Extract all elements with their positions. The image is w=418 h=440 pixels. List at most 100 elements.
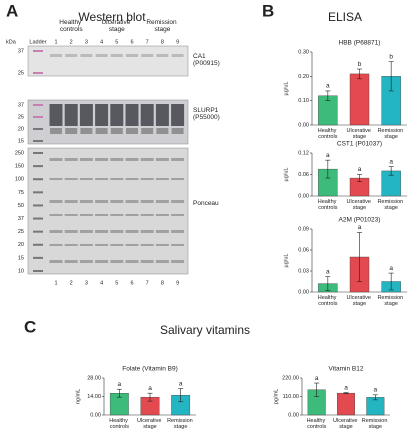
band — [50, 128, 62, 134]
lane-number: 2 — [70, 39, 73, 45]
x-tick-label: Healthy controls — [318, 128, 338, 140]
chart-title: A2M (P01023) — [339, 217, 381, 224]
band — [64, 104, 78, 126]
ladder-band — [33, 165, 43, 168]
band — [64, 200, 78, 203]
band — [126, 54, 138, 57]
blot-image — [27, 147, 189, 275]
ladder-band — [33, 116, 43, 118]
significance-letter: a — [118, 381, 122, 388]
error-bar — [388, 61, 394, 92]
band — [49, 200, 63, 203]
band — [49, 158, 63, 161]
ladder-band — [33, 217, 43, 220]
significance-letter: a — [326, 268, 330, 275]
significance-letter: a — [389, 158, 393, 165]
band — [140, 230, 154, 233]
band — [171, 200, 185, 203]
ladder-band — [33, 230, 43, 233]
band — [156, 54, 169, 57]
band — [171, 260, 185, 263]
band — [125, 158, 139, 161]
group-label: Healthy controls — [59, 19, 83, 33]
band — [140, 244, 154, 246]
band — [64, 158, 78, 161]
lane-number: 7 — [146, 280, 149, 286]
panel-label: C — [24, 317, 36, 336]
error-bar — [147, 392, 153, 402]
band — [171, 230, 185, 233]
ladder-band — [33, 72, 43, 74]
group-label: Ulcerative stage — [101, 19, 132, 33]
marker-label: 250 — [15, 150, 24, 156]
error-bar — [343, 392, 349, 394]
band — [140, 178, 154, 180]
significance-letter: a — [179, 380, 183, 387]
y-tick-label: 14.00 — [87, 394, 101, 400]
blot-label: Ponceau — [193, 200, 219, 207]
significance-letter: a — [326, 83, 330, 90]
band — [110, 128, 123, 134]
significance-letter: b — [358, 61, 362, 68]
y-tick-label: 0.06 — [298, 247, 309, 253]
lane-number: 8 — [161, 39, 164, 45]
blot-label: SLURP1 (P55000) — [193, 107, 220, 121]
blot-image — [27, 45, 189, 77]
y-tick-label: 0.06 — [298, 172, 309, 178]
y-tick-label: 0.20 — [298, 74, 309, 80]
band — [110, 230, 124, 233]
band — [140, 158, 154, 161]
band — [64, 178, 78, 180]
band — [80, 54, 93, 57]
ladder-band — [33, 128, 43, 130]
band — [95, 104, 109, 126]
band — [125, 260, 139, 263]
band — [95, 54, 108, 57]
lane-number: 1 — [54, 39, 57, 45]
significance-letter: a — [358, 166, 362, 173]
y-axis-label: ng/mL — [75, 389, 81, 404]
band — [171, 104, 185, 126]
band — [95, 128, 108, 134]
band — [79, 260, 93, 263]
lane-number: 6 — [130, 39, 133, 45]
x-tick-label: Ulcerative stage — [347, 128, 373, 140]
x-tick-label: Healthy controls — [318, 199, 338, 211]
elisa-title: ELISA — [328, 10, 362, 24]
band — [156, 128, 169, 134]
y-tick-label: 220.00 — [282, 375, 299, 381]
marker-label: 15 — [18, 138, 24, 144]
lane-number: 3 — [85, 280, 88, 286]
band — [65, 128, 78, 134]
chart-title: Folate (Vitamin B9) — [122, 366, 178, 373]
lane-number: 5 — [115, 39, 118, 45]
ladder-band — [33, 140, 43, 142]
panel-label: A — [6, 1, 18, 20]
x-tick-label: Healthy controls — [109, 418, 129, 430]
band — [79, 158, 93, 161]
error-bar — [357, 174, 362, 182]
kda-label: kDa — [6, 39, 17, 45]
band — [171, 178, 185, 180]
error-bar — [357, 68, 362, 80]
lane-number: 4 — [100, 280, 103, 286]
band — [80, 128, 93, 134]
group-label: Remission stage — [146, 19, 178, 33]
band — [125, 244, 139, 246]
band — [49, 260, 63, 263]
band — [171, 244, 185, 246]
significance-letter: a — [148, 385, 152, 392]
band — [110, 244, 124, 246]
lane-number: 2 — [70, 280, 73, 286]
band — [95, 158, 109, 161]
y-axis-label: µg/uL — [283, 254, 289, 268]
panel-label: B — [262, 1, 274, 20]
band — [64, 230, 78, 233]
bar — [337, 392, 356, 416]
band — [50, 54, 62, 57]
lane-number: 4 — [100, 39, 103, 45]
error-bar — [314, 382, 320, 397]
band — [141, 128, 154, 134]
vitamins-title: Salivary vitamins — [160, 323, 250, 337]
